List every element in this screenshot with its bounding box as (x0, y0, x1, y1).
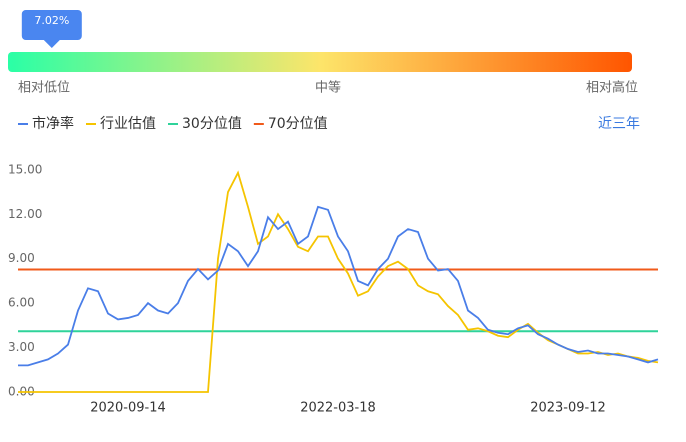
gauge-mid: 中等 (315, 80, 341, 96)
period-button[interactable]: 近三年 (598, 116, 640, 132)
gauge-low: 相对低位 (18, 81, 70, 96)
y-tick-label: 3.00 (8, 340, 35, 354)
legend-label: 行业估值 (100, 116, 156, 132)
x-tick-label: 2022-03-18 (300, 401, 376, 416)
series-line (18, 170, 659, 393)
y-tick-label: 9.00 (8, 251, 35, 265)
x-tick-label: 2020-09-14 (90, 401, 166, 416)
legend-label: 70分位值 (268, 116, 328, 132)
gauge-pointer (21, 10, 82, 48)
y-tick-label: 15.00 (8, 162, 42, 176)
series-line (18, 205, 659, 367)
y-tick-label: 12.00 (8, 207, 42, 221)
gauge-bar (8, 52, 632, 72)
legend-label: 30分位值 (182, 116, 242, 132)
y-tick-label: 6.00 (8, 296, 35, 310)
gauge-label: 7.02% (34, 14, 69, 27)
x-tick-label: 2023-09-12 (530, 401, 606, 416)
gauge-high: 相对高位 (586, 80, 638, 96)
legend-label: 市净率 (32, 115, 74, 132)
